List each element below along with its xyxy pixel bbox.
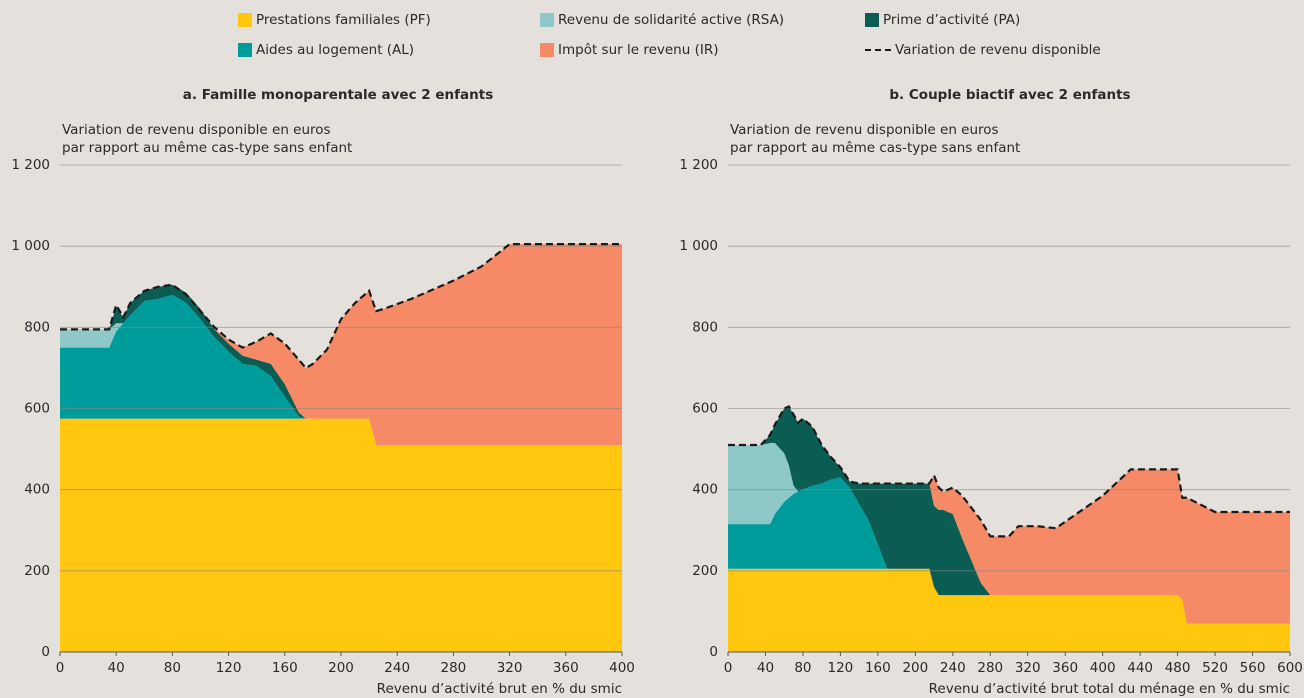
panel-title: b. Couple biactif avec 2 enfants xyxy=(889,87,1130,103)
area xyxy=(728,477,1290,624)
x-tick-label: 240 xyxy=(940,660,966,676)
total-line xyxy=(60,243,622,370)
panel-title: a. Famille monoparentale avec 2 enfants xyxy=(183,87,493,103)
x-tick-label: 80 xyxy=(794,660,811,676)
y-tick-label: 400 xyxy=(24,482,50,498)
y-axis-label: par rapport au même cas-type sans enfant xyxy=(730,140,1020,156)
y-tick-label: 400 xyxy=(692,482,718,498)
area xyxy=(728,406,1290,624)
legend-label: Variation de revenu disponible xyxy=(895,42,1101,58)
y-tick-label: 600 xyxy=(692,401,718,417)
legend-label: Impôt sur le revenu (IR) xyxy=(558,42,718,58)
area xyxy=(728,568,1290,652)
x-tick-label: 0 xyxy=(56,660,65,676)
x-tick-label: 320 xyxy=(1015,660,1041,676)
legend-label: Revenu de solidarité active (RSA) xyxy=(558,12,784,28)
x-tick-label: 80 xyxy=(164,660,181,676)
legend-label: Aides au logement (AL) xyxy=(256,42,414,58)
legend-label: Prestations familiales (PF) xyxy=(256,12,431,28)
x-tick-label: 40 xyxy=(108,660,125,676)
y-tick-label: 1 000 xyxy=(679,238,718,254)
legend-marker xyxy=(865,13,879,27)
area xyxy=(60,418,622,652)
y-tick-label: 200 xyxy=(24,563,50,579)
y-tick-label: 0 xyxy=(709,644,718,660)
y-axis-label: par rapport au même cas-type sans enfant xyxy=(62,140,352,156)
y-tick-label: 600 xyxy=(24,401,50,417)
legend-marker xyxy=(238,13,252,27)
x-tick-label: 600 xyxy=(1277,660,1303,676)
y-tick-label: 800 xyxy=(692,319,718,335)
x-tick-label: 480 xyxy=(1165,660,1191,676)
x-tick-label: 400 xyxy=(1090,660,1116,676)
legend-marker xyxy=(540,43,554,57)
x-tick-label: 240 xyxy=(384,660,410,676)
x-axis-label: Revenu d’activité brut total du ménage e… xyxy=(929,681,1290,697)
x-tick-label: 120 xyxy=(828,660,854,676)
legend-marker xyxy=(238,43,252,57)
x-tick-label: 160 xyxy=(272,660,298,676)
x-tick-label: 200 xyxy=(328,660,354,676)
area xyxy=(60,294,622,446)
y-tick-label: 1 200 xyxy=(11,157,50,173)
area xyxy=(728,406,1290,624)
y-axis-label: Variation de revenu disponible en euros xyxy=(62,122,331,138)
x-tick-label: 560 xyxy=(1240,660,1266,676)
x-tick-label: 400 xyxy=(609,660,635,676)
legend-marker xyxy=(540,13,554,27)
y-tick-label: 1 000 xyxy=(11,238,50,254)
x-tick-label: 120 xyxy=(216,660,242,676)
y-axis-label: Variation de revenu disponible en euros xyxy=(730,122,999,138)
x-tick-label: 520 xyxy=(1202,660,1228,676)
x-tick-label: 280 xyxy=(977,660,1003,676)
legend-label: Prime d’activité (PA) xyxy=(883,12,1020,28)
y-tick-label: 200 xyxy=(692,563,718,579)
total-line xyxy=(728,405,1290,538)
x-tick-label: 0 xyxy=(724,660,733,676)
y-tick-label: 1 200 xyxy=(679,157,718,173)
x-axis-label: Revenu d’activité brut en % du smic xyxy=(377,681,622,697)
x-tick-label: 360 xyxy=(1052,660,1078,676)
x-tick-label: 160 xyxy=(865,660,891,676)
area xyxy=(728,442,1290,624)
x-tick-label: 200 xyxy=(902,660,928,676)
area xyxy=(60,244,622,446)
x-tick-label: 280 xyxy=(441,660,467,676)
x-tick-label: 320 xyxy=(497,660,523,676)
x-tick-label: 440 xyxy=(1127,660,1153,676)
x-tick-label: 40 xyxy=(757,660,774,676)
y-tick-label: 0 xyxy=(41,644,50,660)
x-tick-label: 360 xyxy=(553,660,579,676)
y-tick-label: 800 xyxy=(24,319,50,335)
